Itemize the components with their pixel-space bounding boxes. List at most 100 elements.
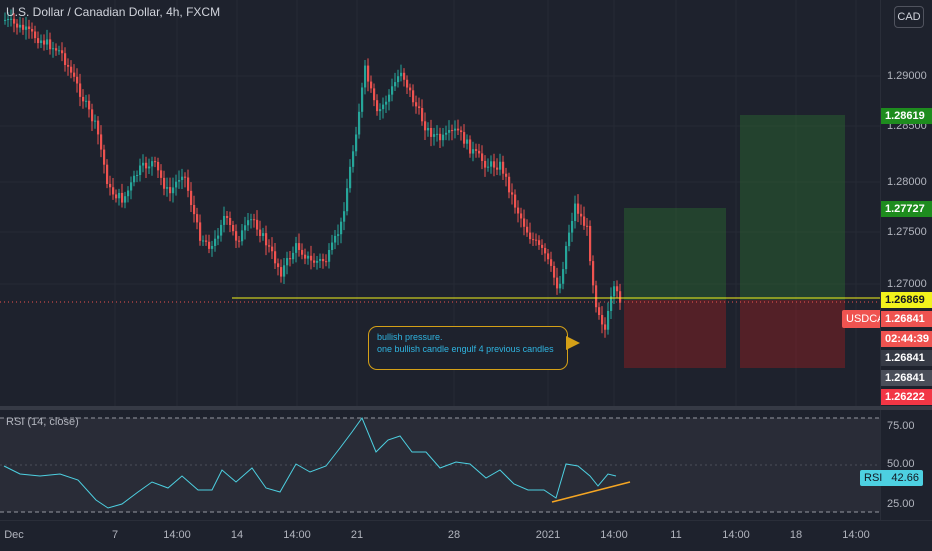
candle-body bbox=[589, 225, 592, 262]
candle-body bbox=[88, 100, 91, 110]
candle-body bbox=[109, 183, 112, 188]
candle-body bbox=[364, 65, 367, 88]
time-tick: 11 bbox=[670, 529, 682, 541]
candle-body bbox=[124, 196, 127, 203]
candle-body bbox=[580, 213, 583, 217]
candle-body bbox=[79, 83, 82, 97]
candle-body bbox=[487, 166, 490, 168]
candle-body bbox=[265, 233, 268, 246]
annotation-callout[interactable]: bullish pressure. one bullish candle eng… bbox=[368, 326, 568, 370]
candle-body bbox=[145, 162, 148, 169]
candle-body bbox=[529, 232, 532, 240]
time-tick: 7 bbox=[111, 529, 119, 541]
candle-body bbox=[289, 258, 292, 260]
candle-body bbox=[301, 249, 304, 255]
rsi-canvas[interactable] bbox=[0, 410, 880, 520]
candle-body bbox=[307, 255, 310, 259]
candle-body bbox=[220, 224, 223, 236]
candle-body bbox=[481, 153, 484, 161]
price-label: 1.26841 bbox=[881, 370, 932, 386]
time-axis[interactable]: Dec 7 14:00 14 14:00 21 28 2021 14:00 11… bbox=[0, 520, 932, 551]
candle-body bbox=[553, 265, 556, 278]
candle-body bbox=[127, 190, 130, 197]
time-tick: 14 bbox=[230, 529, 244, 541]
candle-body bbox=[376, 100, 379, 112]
candle-body bbox=[229, 217, 232, 226]
take-profit-1-label: 1.27727 bbox=[881, 201, 932, 217]
rsi-pane[interactable]: RSI (14, close) bbox=[0, 410, 880, 520]
price-chart-canvas[interactable] bbox=[0, 0, 880, 406]
candle-body bbox=[106, 164, 109, 184]
candle-body bbox=[10, 18, 13, 20]
candle-body bbox=[4, 19, 7, 21]
candle-body bbox=[238, 240, 241, 242]
candle-body bbox=[367, 65, 370, 82]
candle-body bbox=[22, 24, 25, 30]
candle-body bbox=[619, 291, 622, 303]
candle-body bbox=[277, 263, 280, 268]
candle-body bbox=[67, 64, 70, 67]
time-tick: 14:00 bbox=[163, 529, 191, 541]
candle-body bbox=[430, 128, 433, 137]
time-tick: 2021 bbox=[535, 529, 561, 541]
candle-body bbox=[475, 149, 478, 151]
time-tick: 14:00 bbox=[600, 529, 628, 541]
candle-body bbox=[34, 31, 37, 39]
price-chart-pane[interactable]: U.S. Dollar / Canadian Dollar, 4h, FXCM … bbox=[0, 0, 880, 406]
candle-body bbox=[136, 174, 139, 176]
price-tick: 1.27500 bbox=[887, 226, 927, 238]
support-line-label: 1.26869 bbox=[881, 292, 932, 308]
candle-body bbox=[217, 235, 220, 239]
candle-body bbox=[28, 26, 31, 30]
candle-body bbox=[361, 87, 364, 112]
candle-body bbox=[202, 240, 205, 242]
candle-body bbox=[250, 219, 253, 221]
candle-body bbox=[349, 166, 352, 189]
price-axis[interactable]: 1.29000 1.28500 1.28000 1.27500 1.27000 … bbox=[880, 0, 932, 406]
candle-body bbox=[310, 255, 313, 261]
candle-body bbox=[469, 139, 472, 154]
rsi-axis[interactable]: 75.00 50.00 25.00 bbox=[880, 410, 932, 520]
candle-body bbox=[121, 192, 124, 203]
candle-body bbox=[409, 87, 412, 91]
candle-body bbox=[508, 176, 511, 193]
candle-body bbox=[616, 286, 619, 292]
candle-body bbox=[187, 177, 190, 191]
candle-body bbox=[253, 219, 256, 221]
candle-body bbox=[538, 240, 541, 245]
candle-body bbox=[373, 88, 376, 101]
rsi-badge-label: RSI bbox=[864, 472, 883, 484]
rsi-value-badge: RSI 42.66 bbox=[860, 470, 923, 486]
candle-body bbox=[463, 132, 466, 144]
candle-body bbox=[172, 187, 175, 194]
candle-body bbox=[541, 244, 544, 248]
candle-body bbox=[499, 161, 502, 170]
candle-body bbox=[241, 230, 244, 242]
rsi-badge-value: 42.66 bbox=[891, 472, 919, 484]
candle-body bbox=[313, 260, 316, 263]
candle-body bbox=[52, 48, 55, 50]
candle-body bbox=[370, 81, 373, 89]
candle-body bbox=[442, 134, 445, 141]
candle-body bbox=[160, 170, 163, 178]
candle-body bbox=[484, 160, 487, 168]
candle-body bbox=[460, 130, 463, 133]
candle-body bbox=[397, 76, 400, 83]
candle-body bbox=[70, 66, 73, 73]
candle-body bbox=[112, 187, 115, 195]
candle-body bbox=[82, 96, 85, 102]
candle-body bbox=[562, 269, 565, 284]
candle-body bbox=[388, 94, 391, 102]
candle-body bbox=[103, 149, 106, 165]
pane-separator[interactable] bbox=[0, 406, 932, 410]
candle-body bbox=[274, 251, 277, 264]
currency-button[interactable]: CAD bbox=[894, 6, 924, 28]
rsi-title: RSI (14, close) bbox=[6, 416, 79, 428]
candle-body bbox=[298, 243, 301, 250]
candle-body bbox=[232, 225, 235, 232]
candle-body bbox=[532, 239, 535, 241]
candle-body bbox=[382, 104, 385, 110]
candle-body bbox=[271, 246, 274, 252]
candle-body bbox=[334, 235, 337, 243]
candle-body bbox=[454, 128, 457, 131]
